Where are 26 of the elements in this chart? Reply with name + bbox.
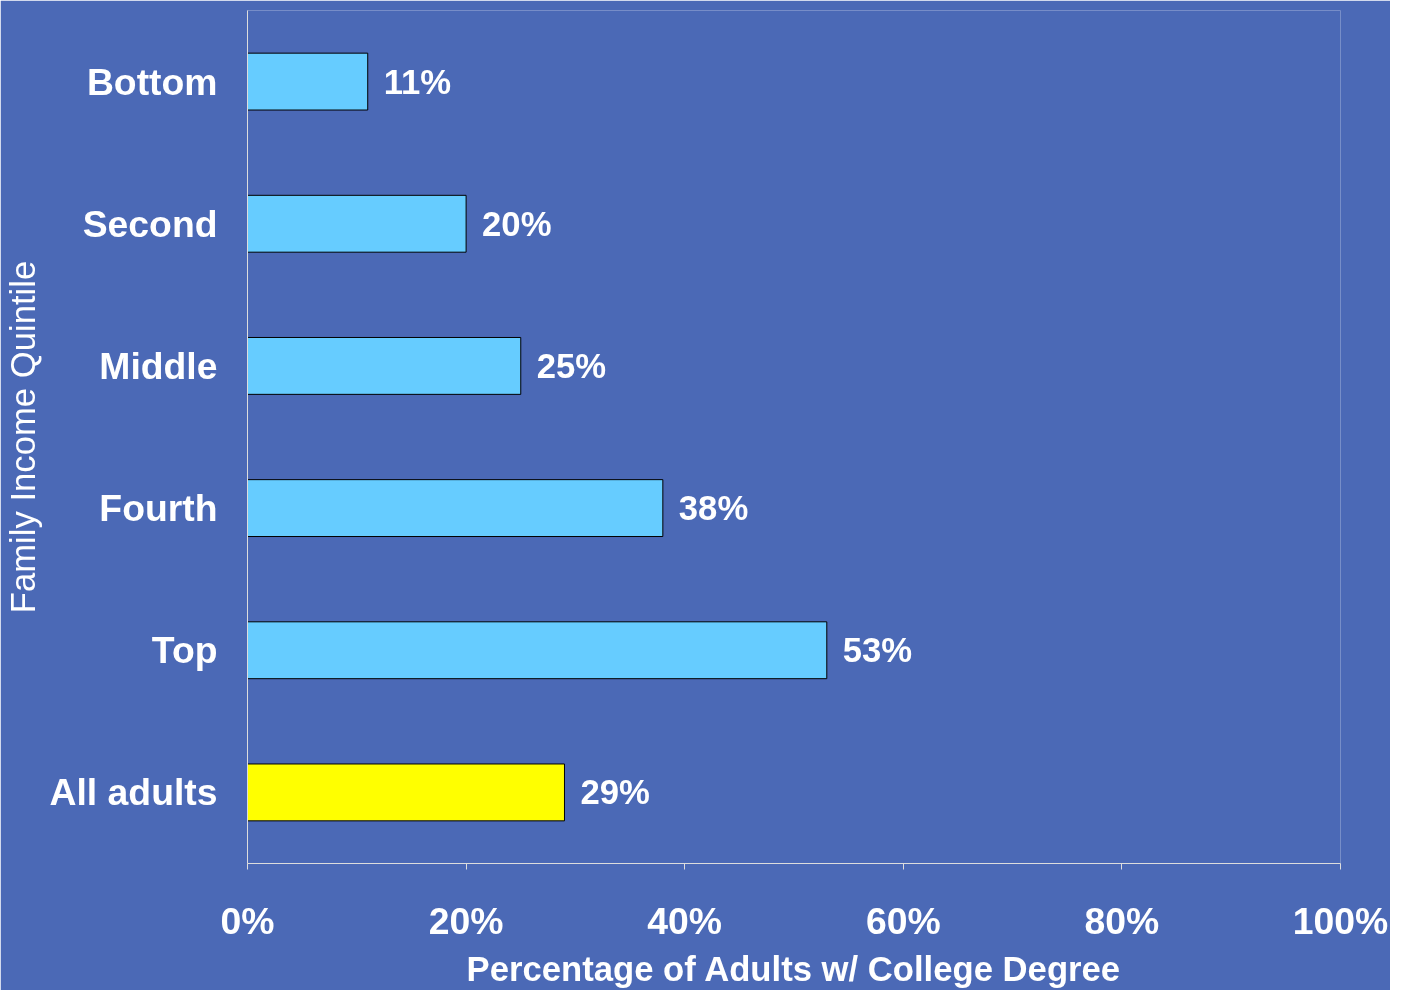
y-tick-label: Second	[82, 202, 218, 245]
x-axis-title: Percentage of Adults w/ College Degree	[466, 949, 1121, 988]
bar	[247, 194, 467, 253]
x-tick-label: 60%	[865, 899, 941, 942]
y-tick-label: Top	[151, 629, 218, 672]
y-axis-title: Family Income Quintile	[3, 260, 42, 614]
x-tick-label: 0%	[220, 899, 275, 942]
data-label: 11%	[383, 62, 452, 101]
x-tick-label: 20%	[428, 899, 504, 942]
bar	[247, 763, 565, 822]
bar	[247, 479, 664, 538]
bar	[247, 336, 522, 395]
y-tick-label: All adults	[49, 771, 218, 814]
bar	[247, 621, 828, 680]
data-label: 29%	[580, 773, 650, 812]
x-tick-label: 100%	[1292, 899, 1389, 942]
y-tick-label: Bottom	[86, 60, 218, 103]
x-tick-label: 40%	[647, 899, 723, 942]
data-label: 38%	[678, 489, 749, 528]
y-tick-label: Middle	[99, 344, 218, 387]
data-label: 20%	[482, 204, 552, 243]
x-tick-label: 80%	[1084, 899, 1160, 942]
data-label: 53%	[842, 631, 913, 670]
data-label: 25%	[536, 346, 607, 385]
bar	[247, 52, 369, 111]
y-tick-label: Fourth	[99, 487, 218, 530]
